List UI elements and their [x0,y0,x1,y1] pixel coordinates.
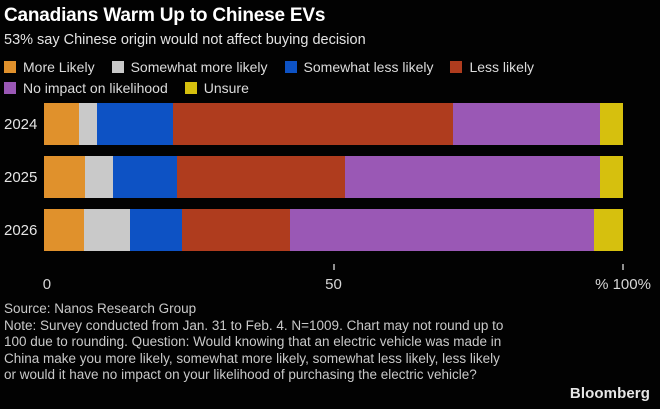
legend-swatch-less-likely [450,61,463,73]
bar-segment-no-impact-on-likelihood [345,156,600,198]
legend-label: No impact on likelihood [23,80,168,96]
legend-label: Less likely [469,59,535,75]
bar-segment-somewhat-less-likely [113,156,178,198]
axis-tick-mark [332,264,335,270]
bloomberg-logo: Bloomberg [569,385,650,402]
legend-item-unsure: Unsure [184,80,249,96]
bar-segment-unsure [599,156,623,198]
legend-item-more-likely: More Likely [4,59,95,75]
stacked-bar-2026 [44,209,623,251]
year-label: 2026 [4,221,38,239]
note-text: Note: Survey conducted from Jan. 31 to F… [4,317,504,383]
bar-segment-less-likely [177,156,346,198]
axis-tick-label: % 100% [595,276,651,293]
legend-item-less-likely: Less likely [450,59,534,75]
bar-row-2024: 2024 [4,103,623,145]
legend-swatch-somewhat-less-likely [284,61,297,73]
bar-segment-somewhat-more-likely [79,103,97,145]
legend-item-somewhat-less-likely: Somewhat less likely [284,59,434,75]
bar-segment-no-impact-on-likelihood [290,209,595,251]
bar-segment-more-likely [44,156,85,198]
bar-segment-less-likely [172,103,454,145]
bar-segment-unsure [599,103,623,145]
legend-label: Somewhat more likely [130,59,268,75]
bar-rows: 2024 2025 2026 [4,103,623,251]
legend-label: Unsure [203,80,249,96]
legend-swatch-somewhat-more-likely [111,61,124,73]
axis-tick-label: 50 [325,276,342,293]
bar-segment-more-likely [44,103,80,145]
legend-item-no-impact-on-likelihood: No impact on likelihood [4,80,168,96]
year-label: 2025 [4,168,38,186]
bar-segment-somewhat-more-likely [84,209,130,251]
legend-label: Somewhat less likely [303,59,434,75]
stacked-bar-2024 [44,103,623,145]
stacked-bar-chart: 2024 2025 2026 0 50 % 100% [4,103,651,298]
chart-title: Canadians Warm Up to Chinese EVs [4,5,326,26]
legend: More Likely Somewhat more likely Somewhat … [4,59,654,96]
stacked-bar-2025 [44,156,623,198]
legend-swatch-more-likely [4,61,16,73]
bar-segment-unsure [594,209,623,251]
bar-segment-somewhat-more-likely [84,156,114,198]
bar-row-2025: 2025 [4,156,623,198]
source-text: Source: Nanos Research Group [4,301,197,316]
legend-item-somewhat-more-likely: Somewhat more likely [111,59,268,75]
bar-row-2026: 2026 [4,209,623,251]
chart-footer: Source: Nanos Research Group Note: Surve… [4,301,512,384]
x-axis: 0 50 % 100% [42,262,651,298]
bar-segment-more-likely [44,209,85,251]
legend-label: More Likely [23,59,95,75]
axis-tick-mark [622,264,624,270]
chart-header: Canadians Warm Up to Chinese EVs 53% say… [4,4,652,50]
legend-swatch-no-impact-on-likelihood [4,82,16,94]
bar-segment-no-impact-on-likelihood [453,103,600,145]
bar-segment-less-likely [181,209,291,251]
legend-swatch-unsure [184,82,197,94]
bar-segment-somewhat-less-likely [129,209,182,251]
year-label: 2024 [4,115,38,133]
bar-segment-somewhat-less-likely [96,103,173,145]
axis-tick-label: 0 [42,276,52,293]
chart-subtitle: 53% say Chinese origin would not affect … [4,32,366,48]
